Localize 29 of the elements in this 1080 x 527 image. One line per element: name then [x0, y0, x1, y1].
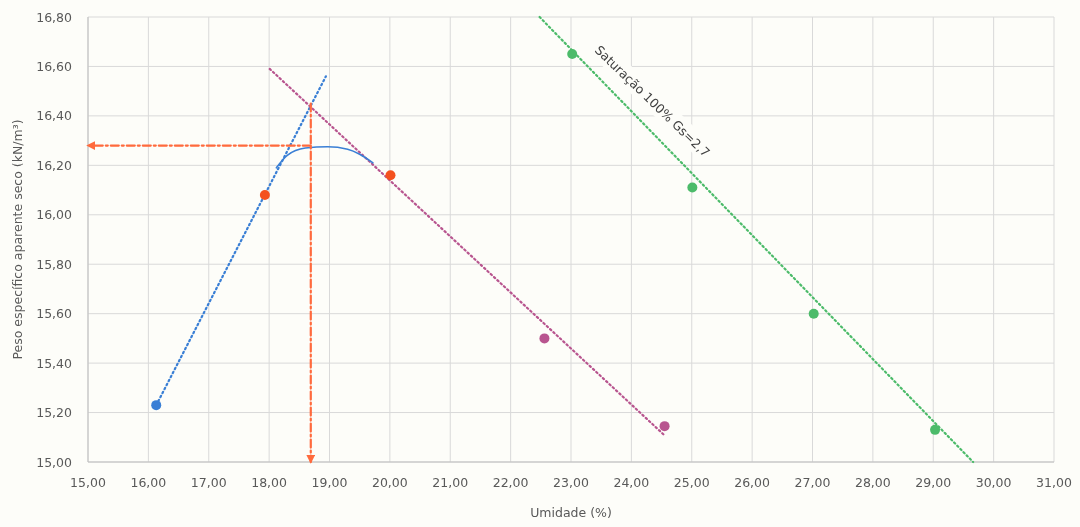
y-tick-label: 16,00 — [36, 207, 73, 223]
x-tick-label: 19,00 — [311, 475, 348, 490]
y-tick-label: 16,60 — [36, 58, 73, 74]
y-tick-label: 15,40 — [36, 355, 73, 371]
x-tick-label: 28,00 — [854, 475, 891, 490]
x-tick-label: 31,00 — [1036, 475, 1072, 490]
y-tick-label: 16,40 — [36, 108, 73, 124]
y-tick-label: 15,60 — [36, 306, 73, 322]
x-tick-label: 27,00 — [794, 475, 831, 490]
x-tick-label: 15,00 — [70, 475, 106, 490]
x-tick-label: 18,00 — [251, 475, 288, 490]
y-tick-label: 16,20 — [36, 157, 73, 173]
x-tick-label: 23,00 — [553, 475, 589, 490]
x-tick-label: 29,00 — [915, 475, 952, 490]
x-tick-label: 24,00 — [613, 475, 650, 490]
x-axis-title: Umidade (%) — [530, 505, 612, 520]
x-tick-label: 30,00 — [975, 475, 1012, 490]
x-tick-label: 17,00 — [190, 475, 227, 490]
x-tick-label: 16,00 — [130, 475, 167, 490]
x-tick-label: 22,00 — [492, 475, 529, 490]
y-tick-label: 15,00 — [36, 454, 73, 470]
x-tick-label: 21,00 — [432, 475, 469, 490]
y-tick-label: 15,20 — [36, 405, 73, 421]
y-axis-title: Peso específico aparente seco (kN/m³) — [10, 119, 25, 360]
y-tick-label: 15,80 — [36, 256, 73, 272]
x-tick-label: 26,00 — [734, 475, 771, 490]
x-tick-label: 25,00 — [673, 475, 710, 490]
x-tick-label: 20,00 — [371, 475, 408, 490]
y-tick-label: 16,80 — [36, 9, 73, 25]
